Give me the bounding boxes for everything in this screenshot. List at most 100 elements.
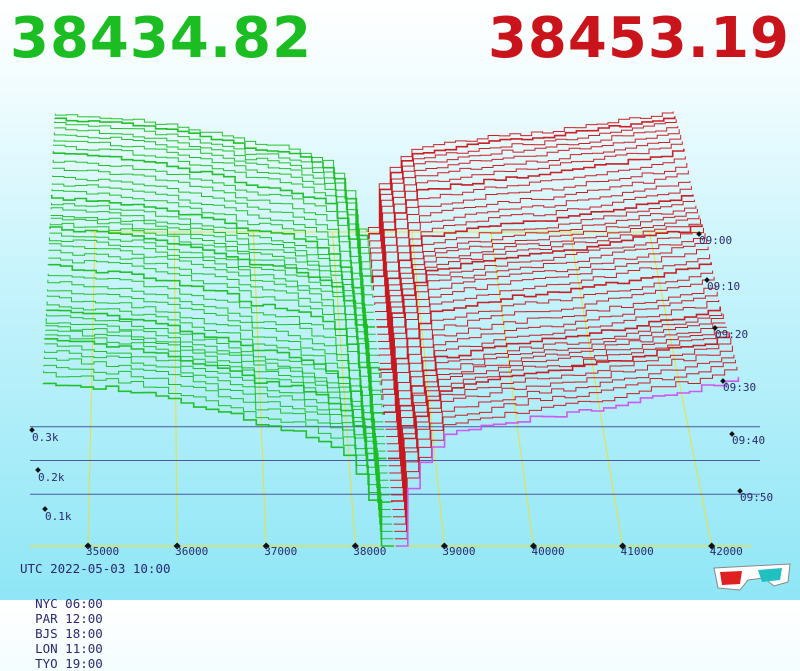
bid-snapshot-1 xyxy=(43,370,394,540)
ask-snapshot-31 xyxy=(376,186,692,321)
bid-snapshot-38 xyxy=(53,139,371,269)
bid-snapshot-4 xyxy=(44,350,392,518)
ask-snapshot-39 xyxy=(370,129,680,262)
ask-snapshot-5 xyxy=(392,338,732,510)
ask-snapshot-20 xyxy=(382,246,709,400)
time-tick-marker-2 xyxy=(712,325,718,331)
bid-snapshot-22 xyxy=(49,237,381,386)
ask-snapshot-41 xyxy=(369,119,677,247)
price-tick-marker-6 xyxy=(619,542,627,550)
bid-snapshot-28 xyxy=(50,207,377,342)
bid-snapshot-19 xyxy=(48,257,383,408)
ask-snapshot-9 xyxy=(389,322,726,481)
bid-snapshot-27 xyxy=(50,215,377,350)
bid-snapshot-26 xyxy=(50,217,379,357)
bid-snapshot-34 xyxy=(52,167,374,298)
price-tick-label-6: 41000 xyxy=(621,545,654,558)
bid-snapshot-36 xyxy=(52,151,373,284)
price-tick-marker-5 xyxy=(529,542,538,550)
ask-snapshot-3 xyxy=(393,354,735,525)
time-tick-marker-0 xyxy=(696,231,702,237)
timezone-bjs: BJS 18:00 xyxy=(35,626,103,641)
bid-snapshot-42 xyxy=(54,117,369,240)
ask-snapshot-10 xyxy=(389,314,724,474)
price-tick-marker-2 xyxy=(262,542,270,550)
bid-snapshot-13 xyxy=(46,301,386,452)
ask-snapshot-21 xyxy=(381,239,708,393)
ask-snapshot-15 xyxy=(386,284,717,437)
ask-snapshot-43 xyxy=(367,111,674,232)
axis-labels: 35000 36000 37000 38000 39000 40000 41000 42000… xyxy=(29,231,773,558)
ask-snapshot-36 xyxy=(372,148,685,284)
bid-snapshot-37 xyxy=(53,144,372,276)
bid-snapshot-11 xyxy=(46,313,388,467)
grid-depth-line-6 xyxy=(569,231,624,547)
ask-snapshot-12 xyxy=(388,306,721,460)
price-tick-label-4: 39000 xyxy=(442,545,475,558)
ask-snapshot-16 xyxy=(385,276,715,430)
time-tick-label-1: 09:10 xyxy=(707,280,740,293)
bid-snapshot-15 xyxy=(47,289,385,437)
price-tick-marker-4 xyxy=(440,542,448,550)
time-tick-label-5: 09:50 xyxy=(740,491,773,504)
timezone-lon: LON 11:00 xyxy=(35,641,103,656)
grid-depth-line-7 xyxy=(648,231,713,547)
ask-snapshot-6 xyxy=(391,332,731,503)
bid-snapshot-33 xyxy=(52,175,374,306)
bid-snapshot-6 xyxy=(44,338,391,503)
bid-snapshot-17 xyxy=(47,273,384,423)
ask-snapshot-40 xyxy=(369,126,679,254)
price-tick-marker-0 xyxy=(84,542,92,550)
price-tick-marker-3 xyxy=(351,542,359,550)
timezone-par: PAR 12:00 xyxy=(35,611,103,626)
bid-snapshot-21 xyxy=(48,243,382,393)
ask-snapshot-14 xyxy=(386,291,718,445)
ask-snapshot-29 xyxy=(377,199,695,335)
price-tick-label-3: 38000 xyxy=(353,545,386,558)
bid-snapshot-31 xyxy=(51,189,375,321)
3d-glasses-icon[interactable] xyxy=(712,560,792,592)
chart-grid xyxy=(30,231,760,547)
bid-snapshot-20 xyxy=(48,249,382,400)
ask-snapshot-7 xyxy=(391,331,729,496)
ask-snapshot-8 xyxy=(390,326,727,489)
time-tick-label-3: 09:30 xyxy=(723,381,756,394)
bid-price: 38434.82 xyxy=(10,6,313,71)
bid-snapshot-23 xyxy=(49,232,380,378)
bid-snapshot-16 xyxy=(47,279,384,430)
ask-snapshot-35 xyxy=(373,156,686,291)
time-tick-marker-1 xyxy=(704,277,710,283)
ask-snapshot-4 xyxy=(393,345,733,518)
grid-depth-line-4 xyxy=(411,231,445,547)
timezone-nyc: NYC 06:00 xyxy=(35,596,103,611)
bid-snapshot-2 xyxy=(43,364,393,532)
time-tick-label-4: 09:40 xyxy=(732,434,765,447)
price-tick-marker-7 xyxy=(708,542,716,550)
ask-snapshot-13 xyxy=(387,299,720,452)
volume-tick-label-1: 0.2k xyxy=(38,471,65,484)
timezone-tyo: TYO 19:00 xyxy=(35,656,103,671)
bid-snapshot-14 xyxy=(46,295,386,445)
ask-snapshot-0 xyxy=(395,376,740,547)
ask-snapshot-25 xyxy=(379,218,701,364)
depth-chart[interactable]: 35000 36000 37000 38000 39000 40000 41000 42000… xyxy=(0,0,800,560)
ask-snapshot-32 xyxy=(374,180,691,313)
ask-snapshot-42 xyxy=(368,116,676,240)
ask-snapshot-1 xyxy=(394,366,738,540)
bid-snapshot-24 xyxy=(49,226,380,371)
bid-snapshot-5 xyxy=(44,343,391,510)
depth-snapshots xyxy=(42,111,740,547)
bid-snapshot-32 xyxy=(51,183,374,313)
price-tick-label-1: 36000 xyxy=(175,545,208,558)
bid-snapshot-35 xyxy=(52,159,373,291)
time-tick-label-0: 09:00 xyxy=(699,234,732,247)
grid-depth-line-1 xyxy=(173,231,178,547)
ask-snapshot-34 xyxy=(373,163,688,298)
grid-depth-line-0 xyxy=(87,231,96,547)
volume-tick-label-2: 0.1k xyxy=(45,510,72,523)
grid-depth-line-3 xyxy=(332,231,356,547)
time-tick-marker-3 xyxy=(720,378,726,384)
ask-snapshot-33 xyxy=(374,170,689,305)
bid-snapshot-39 xyxy=(53,132,370,262)
bid-snapshot-43 xyxy=(54,113,368,232)
